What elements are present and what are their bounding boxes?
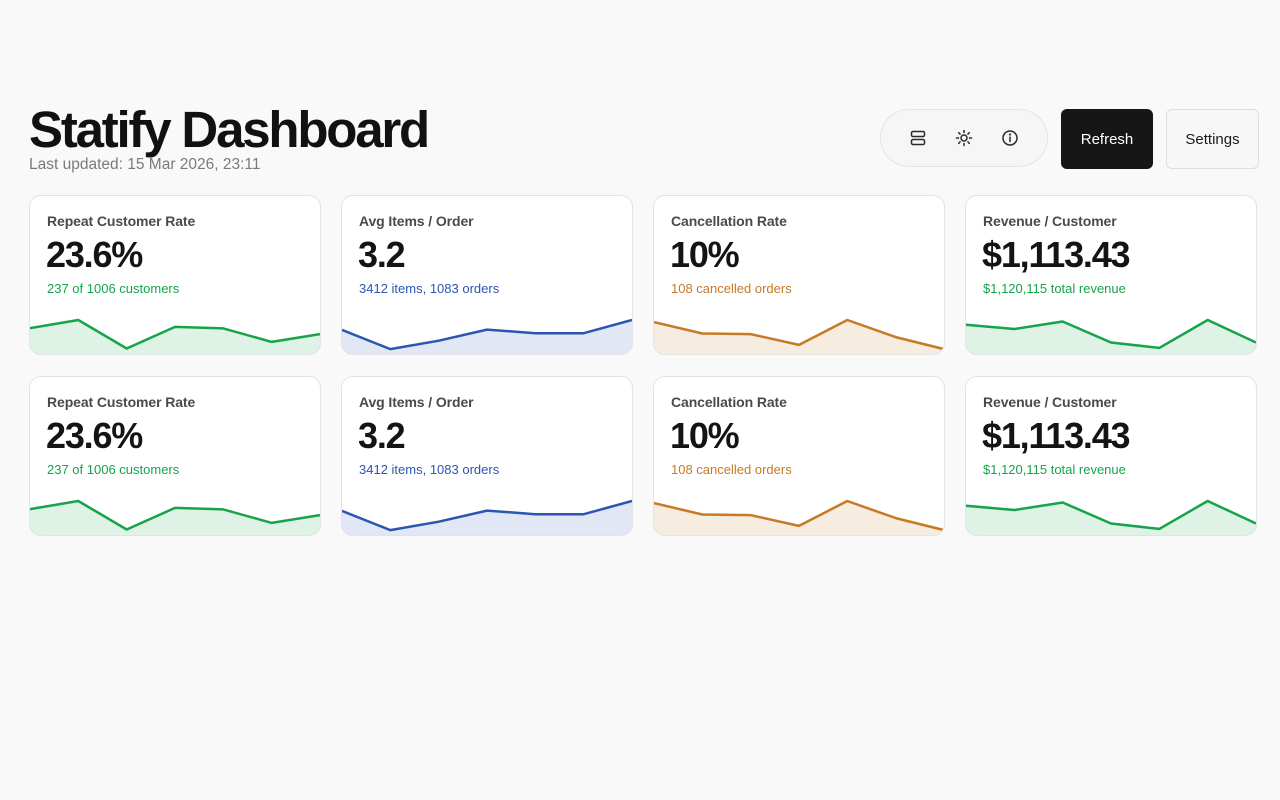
metric-card-repeat-customer-rate: Repeat Customer Rate 23.6% 237 of 1006 c… [29,195,321,355]
last-updated-text: Last updated: 15 Mar 2026, 23:11 [29,156,261,173]
sparkline-area [966,320,1256,354]
refresh-button[interactable]: Refresh [1061,109,1153,169]
card-title: Repeat Customer Rate [47,213,196,229]
card-title: Revenue / Customer [983,394,1117,410]
sparkline-area [30,320,320,354]
metric-card-avg-items-order: Avg Items / Order 3.2 3412 items, 1083 o… [341,376,633,536]
metric-card-cancellation-rate: Cancellation Rate 10% 108 cancelled orde… [653,195,945,355]
sparkline-chart [966,499,1256,535]
sparkline-chart [30,499,320,535]
sparkline-area [342,501,632,535]
sparkline-line [654,499,944,532]
card-title: Avg Items / Order [359,394,474,410]
card-subtitle: 3412 items, 1083 orders [359,462,500,477]
view-options-group [880,109,1048,167]
card-subtitle: $1,120,115 total revenue [983,281,1126,296]
metric-card-cancellation-rate: Cancellation Rate 10% 108 cancelled orde… [653,376,945,536]
card-value: $1,113.43 [982,234,1131,275]
sparkline-chart [342,318,632,354]
sparkline-line [30,499,320,531]
card-subtitle: 3412 items, 1083 orders [359,281,500,296]
card-value: 10% [670,415,740,456]
card-value: 3.2 [358,415,406,456]
dashboard-header: Statify Dashboard Last updated: 15 Mar 2… [29,100,1259,180]
sparkline-chart [30,318,320,354]
card-title: Avg Items / Order [359,213,474,229]
card-value: 10% [670,234,740,275]
card-subtitle: 108 cancelled orders [671,281,792,296]
sparkline-chart [342,499,632,535]
sparkline-area [342,320,632,354]
sparkline-line [30,318,320,350]
card-subtitle: $1,120,115 total revenue [983,462,1126,477]
metric-card-repeat-customer-rate: Repeat Customer Rate 23.6% 237 of 1006 c… [29,376,321,536]
card-value: 23.6% [46,234,143,275]
sparkline-line [654,318,944,351]
card-title: Revenue / Customer [983,213,1117,229]
card-subtitle: 237 of 1006 customers [47,462,180,477]
card-title: Cancellation Rate [671,213,787,229]
sparkline-area [966,501,1256,535]
card-value: 3.2 [358,234,406,275]
sparkline-chart [966,318,1256,354]
page-title: Statify Dashboard [29,101,430,158]
sparkline-chart [654,499,944,535]
card-subtitle: 108 cancelled orders [671,462,792,477]
layout-toggle-icon[interactable] [904,124,932,152]
card-subtitle: 237 of 1006 customers [47,281,180,296]
metric-card-avg-items-order: Avg Items / Order 3.2 3412 items, 1083 o… [341,195,633,355]
sparkline-area [654,501,944,535]
sparkline-line [966,499,1256,531]
metric-card-revenue-per-customer: Revenue / Customer $1,113.43 $1,120,115 … [965,376,1257,536]
theme-toggle-icon[interactable] [950,124,978,152]
info-icon[interactable] [996,124,1024,152]
card-value: $1,113.43 [982,415,1131,456]
metric-card-revenue-per-customer: Revenue / Customer $1,113.43 $1,120,115 … [965,195,1257,355]
sparkline-area [654,320,944,354]
card-title: Cancellation Rate [671,394,787,410]
settings-button[interactable]: Settings [1166,109,1259,169]
card-value: 23.6% [46,415,143,456]
sparkline-area [30,501,320,535]
sparkline-line [966,318,1256,350]
metrics-grid: Repeat Customer Rate 23.6% 237 of 1006 c… [29,195,1259,536]
sparkline-line [342,499,632,532]
card-title: Repeat Customer Rate [47,394,196,410]
sparkline-chart [654,318,944,354]
sparkline-line [342,318,632,351]
